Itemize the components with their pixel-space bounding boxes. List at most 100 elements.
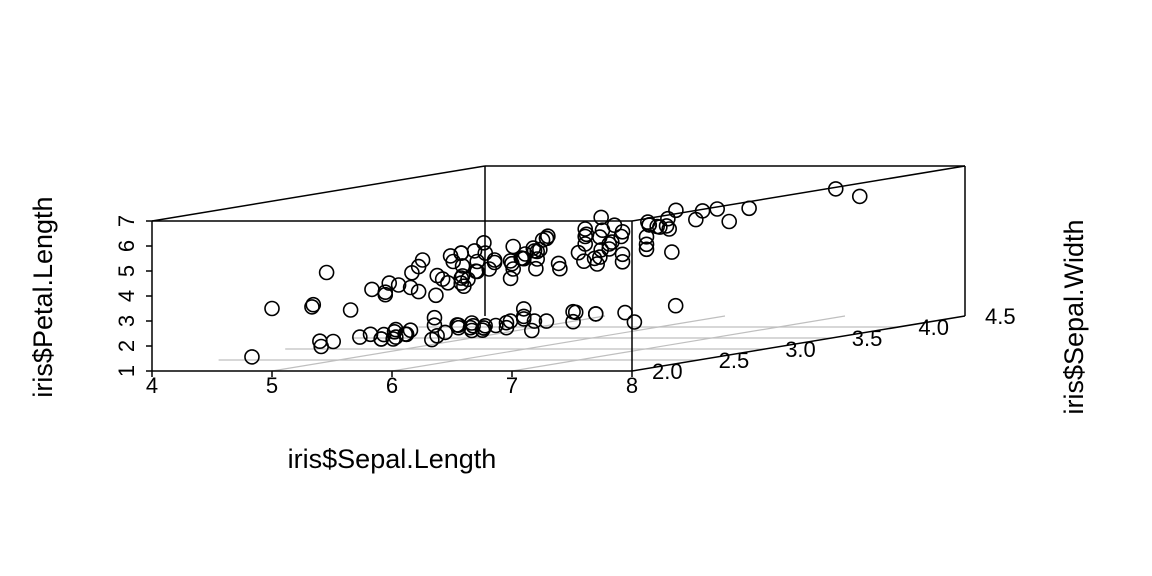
data-points — [244, 181, 868, 365]
data-point — [410, 283, 427, 300]
plot-box — [151, 165, 966, 372]
data-point — [694, 203, 711, 219]
data-point — [397, 326, 414, 342]
z-tick-label: 5 — [114, 265, 139, 277]
data-point — [426, 317, 443, 334]
x-axis-title: iris$Sepal.Length — [288, 444, 497, 474]
data-point — [390, 277, 407, 293]
data-point — [721, 213, 738, 230]
data-point — [664, 244, 680, 260]
data-point — [613, 228, 630, 245]
data-point — [487, 317, 504, 334]
data-point — [586, 250, 603, 267]
floor-grid — [218, 315, 899, 372]
data-point — [468, 263, 484, 280]
data-point — [515, 308, 532, 325]
data-point — [304, 299, 320, 315]
data-point — [614, 253, 631, 270]
axis-ticks — [146, 220, 633, 377]
data-point — [540, 228, 556, 244]
data-point — [364, 281, 380, 298]
data-point — [454, 258, 471, 274]
data-point — [377, 286, 394, 303]
data-point — [424, 331, 440, 348]
data-point — [577, 221, 594, 237]
y-tick-label: 3.5 — [852, 326, 883, 351]
data-point — [638, 241, 655, 258]
data-point — [638, 236, 655, 253]
data-point — [434, 271, 451, 287]
data-point — [453, 270, 470, 286]
data-point — [741, 200, 757, 217]
data-point — [486, 252, 503, 268]
data-point — [661, 221, 678, 237]
data-point — [428, 287, 444, 304]
data-point — [565, 303, 581, 320]
data-point — [476, 235, 492, 251]
data-point — [305, 296, 322, 313]
data-point — [502, 270, 519, 287]
box-edge — [151, 165, 486, 222]
data-point — [667, 297, 684, 314]
data-point — [525, 240, 542, 256]
y-tick-label: 2.0 — [652, 359, 683, 384]
data-point — [601, 241, 618, 257]
data-point — [402, 279, 419, 296]
data-point — [460, 271, 476, 288]
data-point — [523, 322, 540, 339]
data-point — [604, 234, 620, 250]
data-point — [469, 253, 486, 270]
box-edge — [631, 315, 966, 372]
floor-grid-line-x — [391, 315, 726, 372]
data-point — [534, 232, 551, 248]
data-point — [318, 264, 335, 281]
data-point — [244, 349, 260, 365]
data-point — [462, 319, 479, 336]
data-point — [565, 313, 581, 330]
x-tick-label: 4 — [146, 373, 158, 398]
z-tick-label: 4 — [114, 290, 139, 302]
data-point — [442, 248, 459, 264]
data-point — [668, 202, 684, 219]
data-point — [528, 260, 544, 277]
data-point — [550, 255, 567, 272]
axis-tick-labels: 4 5 6 7 8 1 2 3 4 5 6 7 2.0 2.5 3.0 3.5 4.0 4.5 — [114, 215, 1016, 398]
data-point — [626, 314, 643, 330]
data-point — [593, 209, 609, 226]
data-point — [614, 246, 631, 263]
x-tick-label: 8 — [626, 373, 638, 398]
data-point — [526, 313, 543, 329]
data-point — [638, 229, 655, 245]
z-axis-title: iris$Petal.Length — [28, 196, 58, 397]
data-point — [617, 304, 633, 321]
x-tick-label: 5 — [266, 373, 278, 398]
data-point — [386, 323, 403, 340]
data-point — [429, 327, 445, 344]
data-point — [851, 188, 868, 205]
y-axis-title: iris$Sepal.Width — [1059, 219, 1089, 414]
floor-grid-line-x — [511, 315, 846, 372]
data-point — [587, 306, 604, 322]
y-tick-label: 3.0 — [785, 337, 816, 362]
data-point — [498, 319, 515, 336]
data-point — [513, 250, 530, 266]
data-point — [325, 333, 342, 350]
data-point — [498, 314, 515, 331]
data-point — [264, 300, 280, 317]
data-point — [538, 313, 555, 329]
data-point — [381, 275, 398, 291]
z-tick-label: 3 — [114, 315, 139, 327]
z-tick-label: 1 — [114, 365, 139, 377]
data-point — [474, 322, 491, 339]
data-point — [827, 181, 844, 197]
data-point — [410, 258, 427, 275]
data-point — [373, 331, 390, 347]
z-tick-label: 6 — [114, 240, 139, 252]
data-point — [660, 210, 676, 227]
data-point — [649, 218, 666, 235]
y-tick-label: 4.5 — [985, 304, 1016, 329]
data-point — [388, 321, 404, 338]
data-point — [505, 238, 522, 255]
z-tick-label: 7 — [114, 215, 139, 227]
